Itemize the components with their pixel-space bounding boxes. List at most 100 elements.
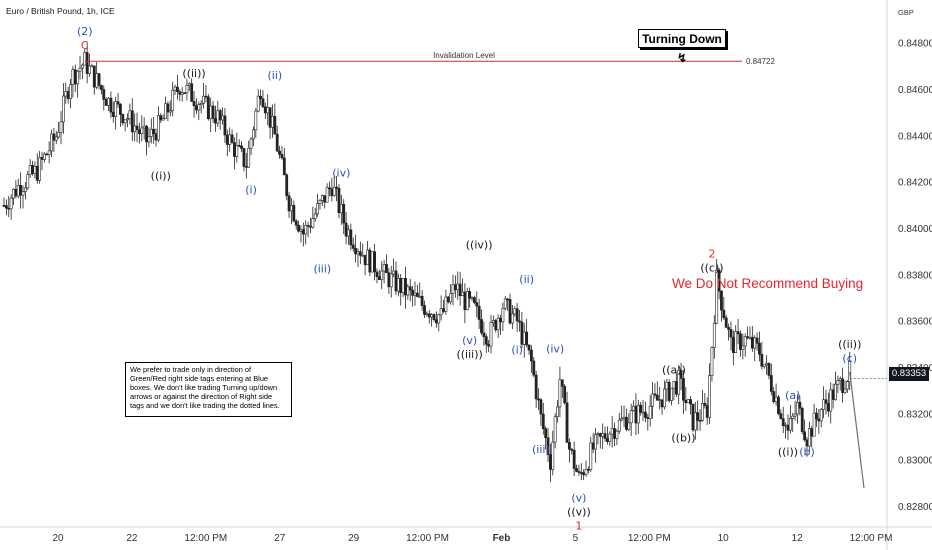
candle-body: [610, 428, 614, 435]
candle-body: [762, 364, 766, 367]
candle-body: [225, 134, 229, 145]
candle-body: [311, 218, 315, 228]
candle-body: [817, 418, 821, 422]
candle-body: [38, 157, 42, 181]
candle-body: [152, 128, 156, 134]
candle-body: [449, 292, 453, 303]
candle-body: [539, 399, 543, 415]
candle-body: [634, 405, 638, 424]
candle-body: [330, 188, 334, 196]
candle-body: [85, 52, 89, 74]
wave-label: (iv): [546, 343, 564, 356]
wave-label: (ii): [519, 273, 534, 286]
candle-body: [135, 125, 139, 131]
candle-body: [273, 115, 277, 135]
candle-body: [299, 229, 303, 232]
candle-body: [370, 251, 374, 273]
candle-body: [235, 145, 239, 157]
candle-body: [565, 402, 569, 443]
candle-body: [4, 205, 8, 209]
candle-body: [354, 248, 358, 255]
badge-label: Turning Down: [642, 32, 722, 46]
candle-body: [375, 271, 379, 277]
candle-body: [807, 428, 811, 447]
candle-body: [342, 204, 346, 224]
candle-body: [655, 394, 659, 401]
candle-body: [271, 115, 274, 128]
wave-label: ((i)): [151, 170, 171, 183]
candle-body: [625, 416, 628, 430]
candle-body: [275, 133, 279, 152]
candle-body: [636, 404, 640, 424]
candle-body: [724, 317, 728, 328]
candle-body: [758, 342, 761, 355]
candle-body: [240, 145, 243, 149]
wave-label: ((c)): [700, 261, 723, 274]
wave-label: (2): [77, 25, 93, 38]
y-tick-label: 0.83600: [898, 317, 932, 328]
candle-body: [558, 379, 562, 408]
candle-body: [335, 186, 338, 189]
candle-body: [453, 284, 457, 291]
candle-body: [242, 148, 246, 167]
candle-body: [777, 396, 780, 414]
wave-label: ((a)): [662, 363, 686, 376]
candle-body: [826, 403, 830, 412]
candle-body: [475, 302, 479, 307]
wave-label: 2: [708, 247, 715, 260]
candle-body: [439, 308, 443, 316]
candle-body: [154, 133, 158, 141]
candle-body: [427, 313, 431, 318]
candle-body: [496, 317, 500, 331]
candle-body: [667, 381, 671, 401]
candle-body: [845, 381, 849, 390]
candle-body: [522, 331, 526, 345]
candle-body: [767, 363, 771, 376]
candle-body: [698, 420, 702, 422]
candle-body: [651, 393, 654, 407]
candle-body: [663, 388, 666, 408]
candle-body: [786, 424, 790, 431]
candle-body: [608, 433, 612, 442]
candle-body: [385, 264, 388, 274]
candle-body: [116, 101, 120, 105]
candle-body: [494, 320, 498, 331]
candle-body: [190, 83, 194, 102]
candle-body: [102, 89, 106, 100]
candle-body: [69, 84, 72, 99]
candle-body: [575, 468, 578, 472]
candle-body: [746, 336, 749, 339]
candle-body: [47, 150, 51, 155]
candle-body: [287, 195, 291, 212]
candle-body: [45, 153, 49, 156]
candle-body: [12, 189, 15, 199]
candle-body: [368, 249, 372, 273]
candle-body: [598, 433, 602, 437]
candle-body: [145, 125, 148, 143]
wave-label: ((ii)): [838, 338, 861, 351]
candle-body: [290, 205, 293, 212]
candle-body: [639, 404, 643, 413]
candle-body: [33, 165, 37, 174]
candle-body: [774, 396, 778, 403]
candle-body: [114, 101, 118, 117]
candle-body: [28, 165, 32, 175]
candle-body: [382, 264, 386, 272]
candle-body: [73, 69, 77, 85]
candle-body: [434, 319, 438, 324]
candle-body: [380, 270, 384, 280]
candle-body: [848, 360, 852, 382]
candle-body: [480, 319, 483, 334]
candle-body: [323, 195, 327, 203]
candle-body: [556, 406, 559, 418]
candle-body: [164, 103, 167, 119]
candle-body: [325, 187, 329, 203]
projection-line: [849, 372, 865, 489]
wave-label: ((v)): [567, 506, 591, 519]
candle-body: [140, 127, 144, 135]
candle-body: [57, 131, 61, 138]
candle-body: [815, 412, 818, 420]
wave-label: (iv): [332, 166, 350, 179]
candle-body: [489, 322, 493, 347]
